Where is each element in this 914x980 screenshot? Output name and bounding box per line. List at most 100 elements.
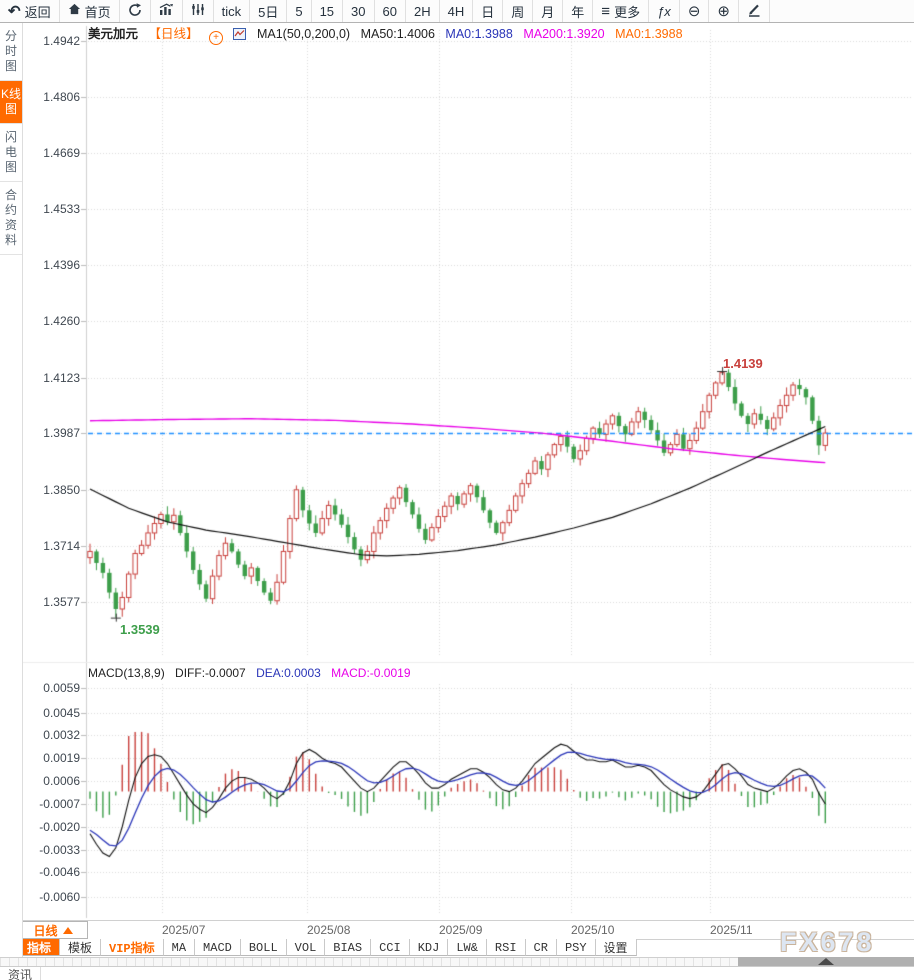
macd-axis-tick: -0.0033: [39, 842, 80, 857]
toolbar-h2-button[interactable]: 2H: [406, 0, 440, 22]
sidebar-tab-contract-info[interactable]: 合约资料: [0, 182, 22, 255]
sidebar-tab-lightning-chart[interactable]: 闪电图: [0, 124, 22, 182]
add-indicator-icon[interactable]: +: [209, 31, 223, 45]
period-dropdown-label: 日线: [33, 923, 58, 938]
toolbar-m15-button[interactable]: 15: [312, 0, 344, 22]
indicator-tab-RSI[interactable]: RSI: [486, 939, 526, 956]
toolbar-day-label: 日: [481, 4, 495, 20]
toolbar-tick-button[interactable]: tick: [214, 0, 251, 22]
refresh-icon: [128, 2, 142, 20]
x-axis-label: 2025/08: [307, 923, 351, 937]
macd-dea-value: DEA:0.0003: [256, 666, 321, 680]
toolbar-zoom-in-button[interactable]: ⊕: [709, 0, 739, 22]
toolbar-h4-button[interactable]: 4H: [440, 0, 474, 22]
toolbar-m5-label: 5: [295, 3, 303, 19]
toolbar-draw-button[interactable]: [739, 0, 770, 22]
price-axis-tick: 1.3577: [43, 595, 80, 609]
indicator-tab-CR[interactable]: CR: [525, 939, 557, 956]
toolbar-chart-columns-button[interactable]: [151, 0, 183, 22]
news-tab[interactable]: 资讯: [0, 967, 42, 980]
mini-chart-icon[interactable]: [233, 27, 247, 41]
indicator-tab-BOLL[interactable]: BOLL: [240, 939, 287, 956]
symbol-header: 美元加元 【日线】 + MA1(50,0,200,0) MA50:1.4006 …: [88, 23, 690, 45]
price-axis-tick: 1.4806: [43, 89, 80, 104]
price-axis-tick: 1.4533: [43, 202, 80, 217]
price-axis-tick: 1.3987: [43, 426, 80, 441]
toolbar-5d-button[interactable]: 5日: [250, 0, 288, 22]
toolbar-month-label: 月: [541, 4, 555, 20]
period-dropdown[interactable]: 日线: [18, 921, 88, 939]
toolbar-5d-label: 5日: [258, 4, 279, 20]
macd-hist-value: MACD:-0.0019: [331, 666, 411, 680]
toolbar-h2-label: 2H: [413, 3, 431, 19]
toolbar-m60-label: 60: [382, 3, 397, 19]
toolbar-m5-button[interactable]: 5: [287, 0, 312, 22]
toolbar-day-button[interactable]: 日: [473, 0, 504, 22]
toolbar-back-button[interactable]: ↶ 返回: [0, 0, 60, 22]
period-label: 【日线】: [148, 27, 199, 41]
toolbar-week-button[interactable]: 周: [503, 0, 534, 22]
macd-axis-tick: 0.0045: [43, 705, 80, 720]
price-axis-tick: 1.4942: [43, 34, 80, 48]
toolbar-month-button[interactable]: 月: [533, 0, 564, 22]
macd-axis-tick: -0.0060: [39, 890, 80, 904]
indicator-tab-指标[interactable]: 指标: [18, 939, 61, 956]
toolbar-more-label: 更多: [614, 4, 641, 20]
macd-axis-tick: -0.0007: [39, 796, 80, 811]
indicator-tab-模板[interactable]: 模板: [60, 939, 102, 956]
indicator-tab-设置[interactable]: 设置: [595, 939, 637, 956]
ma200-value: MA200:1.3920: [523, 27, 605, 41]
panel-expander[interactable]: [738, 957, 914, 966]
toolbar-zoom-out-label: ⊖: [687, 3, 701, 20]
macd-header: MACD(13,8,9) DIFF:-0.0007 DEA:0.0003 MAC…: [88, 666, 418, 680]
pencil-icon: [747, 3, 761, 20]
indicator-tab-KDJ[interactable]: KDJ: [409, 939, 449, 956]
macd-axis-tick: 0.0032: [43, 728, 80, 743]
toolbar-year-button[interactable]: 年: [563, 0, 594, 22]
toolbar-more-button[interactable]: ≡ 更多: [593, 0, 650, 22]
indicator-tab-MA[interactable]: MA: [163, 939, 196, 956]
ma0-blue-value: MA0:1.3988: [445, 27, 513, 41]
indicator-tab-BIAS[interactable]: BIAS: [325, 939, 372, 956]
toolbar-m30-label: 30: [351, 3, 366, 19]
bottom-bar: 资讯: [0, 966, 914, 980]
toolbar-refresh-button[interactable]: [120, 0, 151, 22]
back-arrow-icon: ↶: [8, 2, 21, 20]
indicator-tab-MACD[interactable]: MACD: [195, 939, 241, 956]
dropdown-arrow-icon: [62, 926, 73, 934]
high-price-annotation: 1.4139: [723, 356, 763, 371]
price-axis-tick: 1.4669: [43, 146, 80, 161]
toolbar-fx-label: ƒx: [657, 3, 671, 19]
toolbar-home-button[interactable]: 首页: [60, 0, 120, 22]
price-axis-tick: 1.4396: [43, 258, 80, 273]
ma50-value: MA50:1.4006: [360, 27, 435, 41]
sidebar-tab-kline-chart[interactable]: K线图: [0, 81, 22, 124]
indicator-tab-VIP指标[interactable]: VIP指标: [101, 939, 164, 956]
toolbar-m15-label: 15: [319, 3, 335, 19]
indicator-tab-PSY[interactable]: PSY: [556, 939, 596, 956]
toolbar-zoom-out-button[interactable]: ⊖: [680, 0, 710, 22]
toolbar-m30-button[interactable]: 30: [343, 0, 375, 22]
x-axis-label: 2025/09: [439, 923, 483, 937]
toolbar-chart-candles-button[interactable]: [183, 0, 214, 22]
macd-axis-tick: 0.0059: [43, 681, 80, 695]
price-axis-tick: 1.3850: [43, 482, 80, 497]
sidebar-tab-time-chart[interactable]: 分时图: [0, 23, 22, 81]
toolbar-zoom-in-label: ⊕: [717, 3, 730, 20]
x-axis-label: 2025/11: [710, 923, 753, 937]
toolbar-m60-button[interactable]: 60: [375, 0, 406, 22]
macd-axis-tick: -0.0020: [39, 819, 80, 834]
toolbar-week-label: 周: [511, 4, 525, 20]
indicator-tab-LW&[interactable]: LW&: [448, 939, 487, 956]
indicator-tab-CCI[interactable]: CCI: [371, 939, 410, 956]
top-toolbar: ↶ 返回 首页 tick 5日 5 15 30 60 2H 4H 日周月年 ≡ 更多 ƒx ⊖ ⊕: [0, 0, 914, 23]
column-chart-icon: [159, 3, 174, 19]
candle-sliders-icon: [191, 3, 205, 19]
indicator-tab-VOL[interactable]: VOL: [286, 939, 326, 956]
expand-up-icon: [818, 958, 834, 965]
x-axis-label: 2025/10: [571, 923, 615, 937]
toolbar-fx-button[interactable]: ƒx: [649, 0, 680, 22]
macd-settings: MACD(13,8,9): [88, 666, 165, 680]
